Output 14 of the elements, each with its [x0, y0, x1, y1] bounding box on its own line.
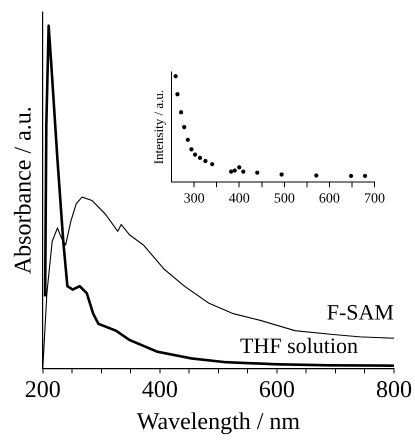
x-tick-label: 300 [184, 191, 205, 206]
x-tick-label: 600 [318, 191, 340, 206]
x-tick-label: 400 [228, 191, 250, 206]
x-tick-label: 200 [24, 377, 61, 404]
x-tick-label: 800 [376, 377, 412, 404]
y-axis-title: Absorbance / a.u. [10, 106, 37, 274]
x-tick-label: 500 [274, 191, 295, 206]
x-tick-label: 600 [258, 377, 295, 404]
x-tick-label: 700 [364, 191, 385, 206]
series-label: F-SAM [326, 299, 394, 324]
y-axis-title: Intensity / a.u. [151, 90, 166, 164]
x-axis-title: Wavelength / nm [136, 408, 300, 435]
x-tick-label: 400 [142, 377, 178, 404]
series-label: THF solution [240, 333, 358, 358]
